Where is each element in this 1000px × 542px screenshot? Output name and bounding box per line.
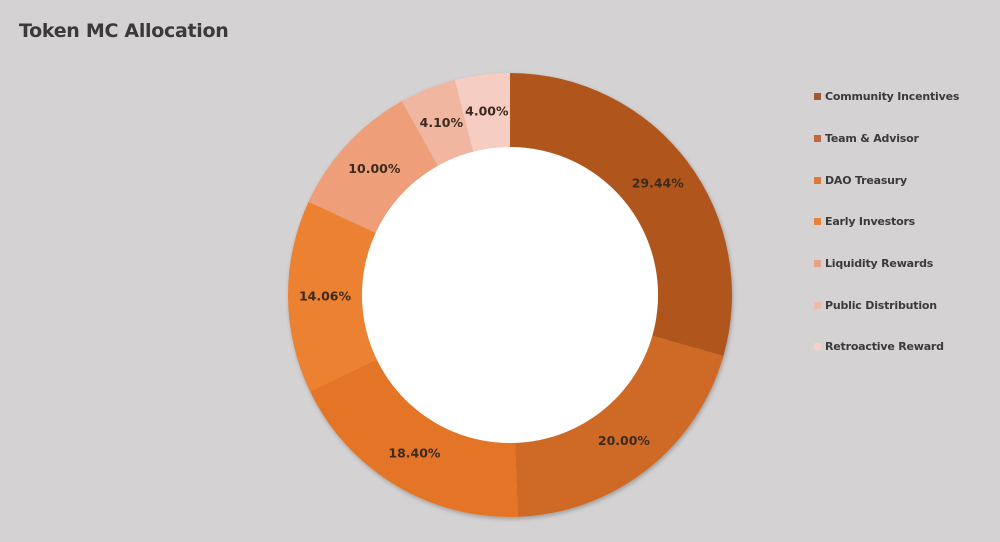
slice-value-label: 18.40%	[388, 445, 441, 460]
slice-dao-treasury[interactable]	[310, 359, 518, 517]
legend-item-retroactive-reward[interactable]: Retroactive Reward	[814, 326, 959, 368]
legend-label: Early Investors	[825, 215, 916, 229]
legend-item-early-investors[interactable]: Early Investors	[814, 201, 959, 243]
legend-swatch-icon	[814, 218, 821, 226]
legend-item-public-distribution[interactable]: Public Distribution	[814, 284, 959, 326]
slice-value-label: 29.44%	[632, 176, 685, 191]
slice-value-label: 14.06%	[299, 289, 352, 304]
slice-value-label: 10.00%	[348, 161, 401, 176]
chart-title: Token MC Allocation	[19, 20, 229, 42]
legend-item-liquidity-rewards[interactable]: Liquidity Rewards	[814, 243, 959, 285]
slice-team-advisor[interactable]	[515, 335, 724, 517]
legend-label: Team & Advisor	[825, 132, 919, 146]
slice-value-label: 4.00%	[465, 103, 509, 118]
legend-label: Community Incentives	[825, 90, 960, 104]
slice-community-incentives[interactable]	[510, 73, 732, 357]
slice-public-distribution[interactable]	[401, 79, 474, 166]
doughnut-slices	[288, 73, 732, 517]
doughnut-hole	[362, 147, 658, 443]
legend-label: DAO Treasury	[825, 173, 908, 187]
legend-swatch-icon	[814, 93, 821, 101]
legend-label: Liquidity Rewards	[825, 257, 934, 271]
slice-liquidity-rewards[interactable]	[308, 101, 438, 233]
legend-label: Retroactive Reward	[825, 340, 944, 354]
legend-swatch-icon	[814, 301, 821, 309]
legend-swatch-icon	[814, 135, 821, 143]
legend-swatch-icon	[814, 343, 821, 351]
legend-item-community-incentives[interactable]: Community Incentives	[814, 76, 959, 118]
legend-swatch-icon	[814, 260, 821, 268]
slice-value-label: 4.10%	[420, 115, 464, 130]
slice-early-investors[interactable]	[288, 201, 377, 392]
slice-retroactive-reward[interactable]	[454, 73, 510, 152]
slice-labels: 29.44% 20.00% 18.40% 14.06% 10.00% 4.10%4.00%	[299, 103, 684, 460]
legend-item-team-advisor[interactable]: Team & Advisor	[814, 118, 959, 160]
legend-label: Public Distribution	[825, 298, 937, 312]
legend: Community Incentives Team & Advisor DAO …	[814, 76, 959, 368]
slice-value-label: 20.00%	[598, 433, 651, 448]
legend-item-dao-treasury[interactable]: DAO Treasury	[814, 159, 959, 201]
legend-swatch-icon	[814, 176, 821, 184]
